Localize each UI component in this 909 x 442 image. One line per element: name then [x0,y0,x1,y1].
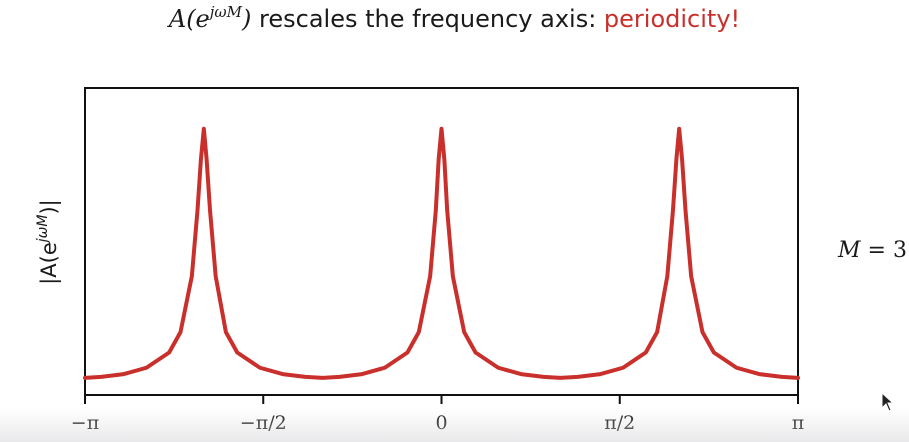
x-axis-ticks [84,395,799,404]
title-func: A [168,5,187,33]
title-highlight: periodicity! [603,5,741,33]
mouse-pointer-icon [881,392,895,412]
x-tick-label-3: π/2 [604,412,635,434]
slide-title: A(ejωM) rescales the frequency axis: per… [0,2,909,36]
title-exponent: jωM [209,3,243,21]
title-text: rescales the frequency axis: [251,5,604,33]
title-open: (e [186,5,210,33]
x-tick-label-4: π [792,412,805,434]
x-axis-tick-labels: −π −π/2 0 π/2 π [71,412,804,434]
m-variable: M [838,238,861,263]
x-tick-label-0: −π [71,412,99,434]
m-equals-value: = 3 [860,238,907,263]
x-tick-label-2: 0 [435,412,447,434]
title-close: ) [242,5,252,33]
magnitude-curve [83,126,800,380]
x-tick-label-1: −π/2 [240,412,287,434]
y-axis-label: |A(ejωM)| [35,199,62,285]
m-value-label: M = 3 [838,236,907,266]
